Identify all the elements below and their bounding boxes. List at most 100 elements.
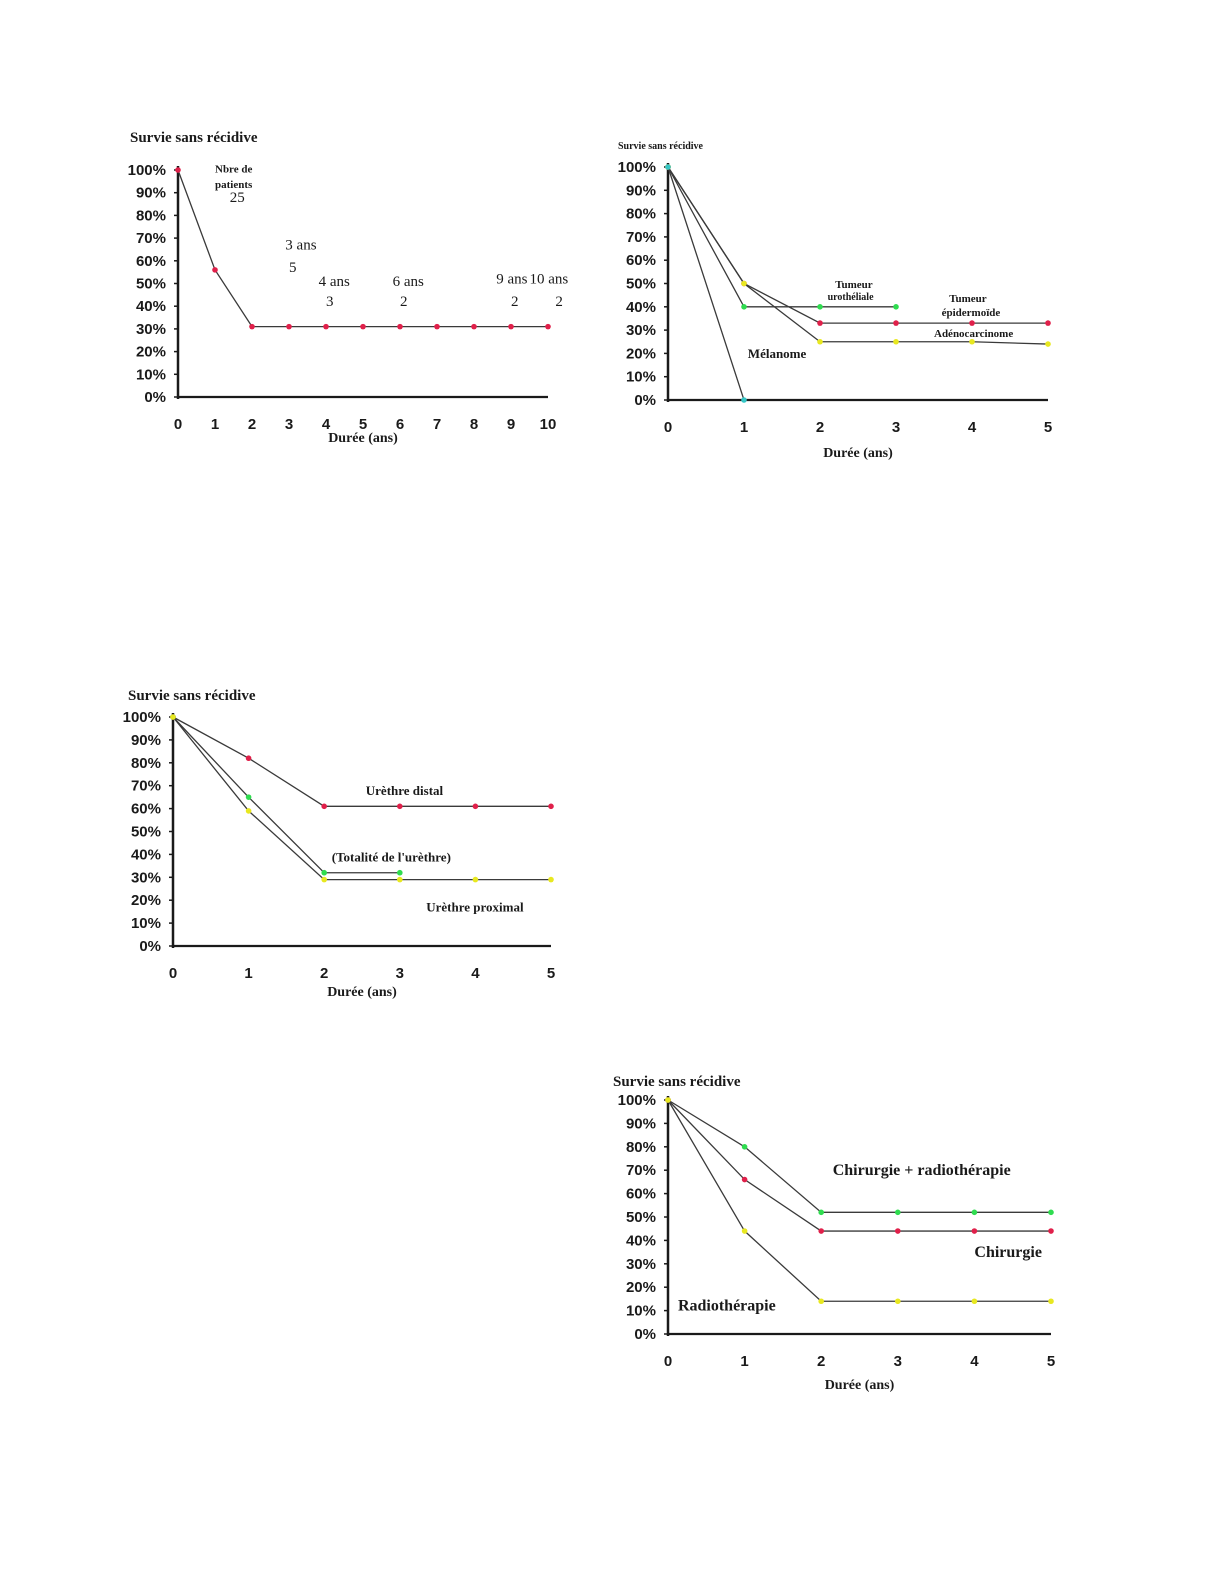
x-tick-label: 3	[892, 419, 900, 436]
x-tick-label: 10	[540, 416, 557, 433]
y-axis-title: Survie sans récidive	[128, 688, 256, 704]
x-tick-label: 5	[1044, 419, 1052, 436]
y-tick-label: 40%	[131, 846, 161, 863]
x-tick-label: 2	[248, 416, 256, 433]
x-tick-label: 1	[244, 965, 252, 982]
data-point	[321, 876, 327, 883]
y-tick-label: 50%	[626, 1209, 656, 1226]
annotation-label: Mélanome	[748, 346, 807, 361]
x-axis-title: Durée (ans)	[327, 985, 397, 1000]
y-tick-label: 20%	[136, 344, 166, 361]
annotation-label: 3	[326, 294, 334, 310]
data-point	[245, 808, 252, 814]
y-tick-label: 0%	[144, 389, 166, 406]
data-point	[249, 323, 255, 330]
data-point	[893, 320, 899, 326]
y-tick-label: 100%	[618, 1092, 656, 1109]
x-tick-label: 0	[664, 1353, 672, 1370]
y-tick-label: 30%	[131, 869, 161, 886]
data-point	[170, 714, 176, 720]
data-point	[741, 304, 747, 310]
y-tick-label: 20%	[131, 892, 161, 909]
annotation-label: 5	[289, 260, 297, 276]
data-point	[175, 167, 181, 173]
annotation-label: Nbre de	[215, 163, 252, 175]
data-point	[1048, 1298, 1054, 1305]
y-tick-label: 100%	[123, 709, 161, 726]
chart-treatment-survival: Survie sans récidive 0% 10% 20% 30% 40% 50% 60%…	[595, 1062, 1085, 1402]
chart-histology-survival: Survie sans récidive 0% 10% 20% 30% 40% 50% 60%…	[595, 130, 1075, 470]
annotation-label: Urèthre proximal	[426, 900, 524, 915]
y-tick-label: 10%	[131, 915, 161, 932]
annotation-label: épidermoïde	[942, 307, 1001, 319]
annotation-label: Radiothérapie	[678, 1298, 776, 1315]
chart-global-survival: Survie sans récidive 0% 10% 20% 30% 40% 50% 60%…	[95, 120, 595, 460]
x-tick-label: 3	[285, 416, 293, 433]
series-line	[667, 1099, 1051, 1213]
data-point	[508, 323, 514, 330]
x-tick-label: 3	[894, 1353, 902, 1370]
series-line	[172, 716, 551, 807]
y-tick-label: 20%	[626, 345, 656, 362]
data-point	[971, 1209, 978, 1216]
data-point	[741, 280, 747, 287]
data-point	[245, 755, 252, 762]
y-tick-label: 90%	[626, 1115, 656, 1132]
data-point	[817, 338, 823, 345]
y-axis-title: Survie sans récidive	[613, 1074, 741, 1090]
y-tick-label: 30%	[136, 321, 166, 338]
series-line	[172, 716, 400, 874]
y-tick-label: 10%	[626, 1303, 656, 1320]
data-point	[665, 1097, 671, 1103]
y-tick-label: 90%	[626, 182, 656, 199]
x-tick-label: 6	[396, 416, 404, 433]
x-tick-label: 0	[174, 416, 182, 433]
annotation-label: Adénocarcinome	[934, 328, 1013, 340]
y-tick-label: 50%	[626, 276, 656, 293]
x-tick-label: 3	[396, 965, 404, 982]
y-tick-label: 10%	[136, 366, 166, 383]
annotation-label: 2	[555, 294, 563, 310]
x-tick-label: 5	[547, 965, 555, 982]
data-point	[321, 803, 327, 810]
annotation-label: Urèthre distal	[366, 783, 444, 798]
series-line	[667, 166, 1049, 345]
y-tick-label: 60%	[626, 1186, 656, 1203]
y-tick-label: 50%	[131, 824, 161, 841]
y-tick-label: 20%	[626, 1279, 656, 1296]
data-point	[818, 1298, 824, 1305]
data-point	[665, 164, 671, 170]
y-tick-label: 50%	[136, 276, 166, 293]
data-point	[971, 1228, 978, 1234]
y-tick-label: 90%	[131, 732, 161, 749]
y-tick-label: 80%	[131, 755, 161, 772]
data-point	[895, 1298, 901, 1305]
data-point	[434, 323, 440, 330]
data-point	[548, 876, 554, 883]
data-point	[741, 397, 747, 403]
annotation-label: patients	[215, 179, 253, 191]
data-point	[971, 1298, 978, 1305]
y-tick-label: 60%	[131, 801, 161, 818]
y-tick-label: 60%	[136, 253, 166, 270]
annotation-label: Chirurgie + radiothérapie	[833, 1162, 1011, 1179]
data-point	[1048, 1209, 1054, 1216]
x-tick-label: 4	[970, 1353, 979, 1370]
annotation-label: (Totalité de l'urèthre)	[332, 849, 451, 864]
y-tick-label: 70%	[131, 778, 161, 795]
y-tick-label: 10%	[626, 369, 656, 386]
y-tick-label: 70%	[136, 230, 166, 247]
data-point	[548, 803, 554, 810]
x-tick-label: 0	[169, 965, 177, 982]
data-point	[397, 876, 403, 883]
data-point	[969, 338, 975, 345]
chart-location-survival: Survie sans récidive 0% 10% 20% 30% 40% 50% 60%…	[95, 680, 575, 1010]
x-tick-label: 2	[817, 1353, 825, 1370]
annotation-label: 10 ans	[530, 272, 569, 288]
annotation-label: Tumeur	[835, 279, 873, 291]
annotation-label: urothéliale	[828, 292, 874, 303]
data-point	[397, 323, 403, 330]
series-line	[667, 166, 896, 308]
data-point	[323, 323, 329, 330]
x-axis-title: Durée (ans)	[825, 1378, 895, 1393]
